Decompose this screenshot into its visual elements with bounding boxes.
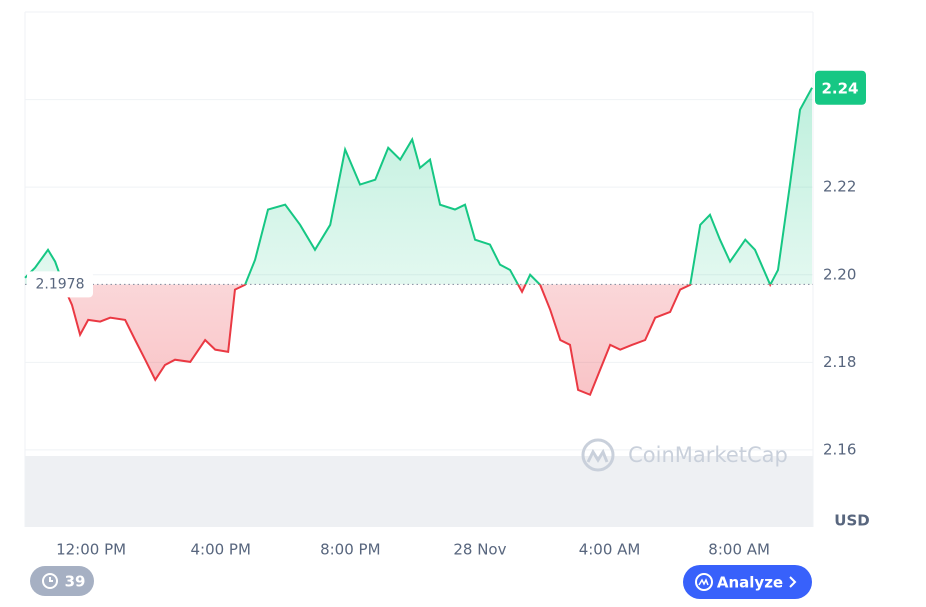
y-tick-label: 2.20 xyxy=(823,265,856,283)
x-tick-label: 4:00 AM xyxy=(579,541,641,559)
baseline-label: 2.1978 xyxy=(36,276,85,292)
history-badge-bg xyxy=(30,566,94,596)
analyze-button[interactable]: Analyze xyxy=(683,565,812,599)
watermark: CoinMarketCap xyxy=(628,443,788,467)
x-tick-label: 8:00 AM xyxy=(708,541,770,559)
y-tick-label: 2.22 xyxy=(823,178,856,196)
analyze-button-bg xyxy=(683,565,812,599)
price-line-up xyxy=(24,87,813,285)
x-tick-label: 12:00 PM xyxy=(56,541,126,559)
unit-label: USD xyxy=(834,512,869,530)
volume-bars xyxy=(25,456,813,527)
history-count: 39 xyxy=(65,573,86,591)
analyze-icon xyxy=(695,573,713,591)
clock-hands xyxy=(49,577,53,582)
price-tag: 2.24 xyxy=(821,79,858,97)
price-tag-bg xyxy=(815,70,866,105)
x-tick-label: 28 Nov xyxy=(453,541,506,559)
y-tick-label: 2.18 xyxy=(823,353,856,371)
price-line-down xyxy=(62,284,772,397)
area-up xyxy=(25,87,813,285)
analyze-icon-line xyxy=(698,578,709,586)
history-badge[interactable]: 39 xyxy=(30,566,94,596)
clock-icon xyxy=(42,573,58,589)
x-tick-label: 8:00 PM xyxy=(320,541,380,559)
area-down xyxy=(63,284,771,395)
chevron xyxy=(789,576,797,588)
x-tick-label: 4:00 PM xyxy=(190,541,250,559)
analyze-label: Analyze xyxy=(717,574,783,592)
watermark-logo xyxy=(581,438,615,472)
baseline-label-bg xyxy=(27,271,93,298)
y-tick-label: 2.16 xyxy=(823,440,856,458)
